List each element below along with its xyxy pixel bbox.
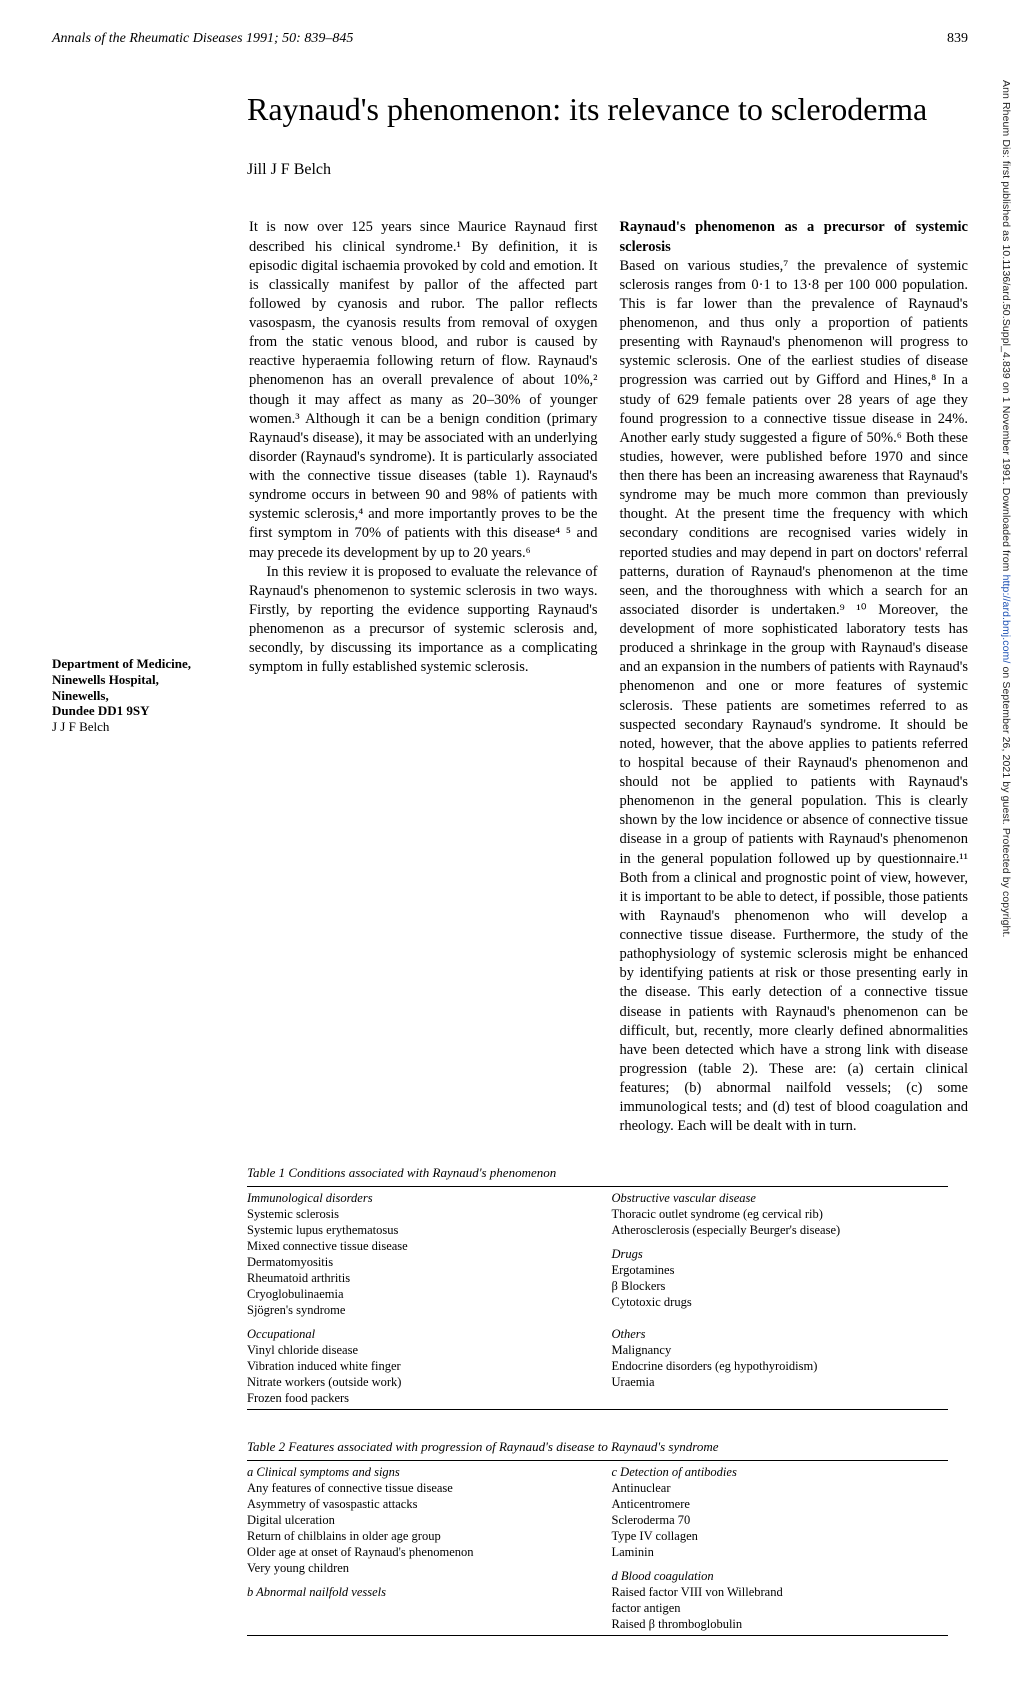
affil-line: Ninewells, [52,688,227,704]
table-2: Table 2 Features associated with progres… [247,1438,948,1636]
table-cell: Frozen food packers [247,1390,584,1406]
side-watermark: Ann Rheum Dis: first published as 10.113… [998,80,1012,938]
table-cell: Type IV collagen [612,1528,949,1544]
table-cell: Cryoglobulinaemia [247,1286,584,1302]
table-2-body: a Clinical symptoms and signs Any featur… [247,1461,948,1635]
table-2-col-1: a Clinical symptoms and signs Any featur… [247,1464,584,1632]
table-heading: Occupational [247,1326,584,1342]
affil-line: Department of Medicine, [52,656,227,672]
table-heading: Drugs [612,1246,949,1262]
table-cell: Mixed connective tissue disease [247,1238,584,1254]
table-cell: Laminin [612,1544,949,1560]
left-column: It is now over 125 years since Maurice R… [249,218,598,677]
table-cell: Vinyl chloride disease [247,1342,584,1358]
affil-line: Dundee DD1 9SY [52,703,227,719]
table-2-caption: Table 2 Features associated with progres… [247,1438,948,1456]
table-cell: Rheumatoid arthritis [247,1270,584,1286]
table-heading: c Detection of antibodies [612,1464,949,1480]
body-paragraph: Based on various studies,⁷ the prevalenc… [620,257,969,1137]
table-heading: d Blood coagulation [612,1568,949,1584]
table-cell: β Blockers [612,1278,949,1294]
table-cell: Asymmetry of vasospastic attacks [247,1496,584,1512]
page-number: 839 [947,30,968,49]
table-cell: Vibration induced white finger [247,1358,584,1374]
table-heading: Others [612,1326,949,1342]
table-2-col-2: c Detection of antibodies Antinuclear An… [612,1464,949,1632]
affil-author: J J F Belch [52,719,227,735]
journal-citation: Annals of the Rheumatic Diseases 1991; 5… [52,30,353,49]
author-name: Jill J F Belch [247,159,968,181]
table-1: Table 1 Conditions associated with Rayna… [247,1164,948,1410]
table-cell: factor antigen [612,1600,949,1616]
intro-paragraph-2: In this review it is proposed to evaluat… [249,563,598,678]
table-cell: Ergotamines [612,1262,949,1278]
right-column: Raynaud's phenomenon as a precursor of s… [620,218,969,1136]
table-heading: a Clinical symptoms and signs [247,1464,584,1480]
table-cell: Return of chilblains in older age group [247,1528,584,1544]
table-cell: Uraemia [612,1374,949,1390]
table-1-body: Immunological disorders Systemic scleros… [247,1187,948,1409]
table-cell: Older age at onset of Raynaud's phenomen… [247,1544,584,1560]
table-cell: Systemic sclerosis [247,1206,584,1222]
section-heading: Raynaud's phenomenon as a precursor of s… [620,218,969,256]
running-header: Annals of the Rheumatic Diseases 1991; 5… [52,30,968,49]
table-cell: Raised β thromboglobulin [612,1616,949,1632]
table-cell: Scleroderma 70 [612,1512,949,1528]
table-cell: Nitrate workers (outside work) [247,1374,584,1390]
watermark-text-pre: Ann Rheum Dis: first published as 10.113… [1000,80,1012,575]
table-cell: Dermatomyositis [247,1254,584,1270]
table-heading: Immunological disorders [247,1190,584,1206]
table-cell: Thoracic outlet syndrome (eg cervical ri… [612,1206,949,1222]
table-heading: b Abnormal nailfold vessels [247,1584,584,1600]
table-cell: Endocrine disorders (eg hypothyroidism) [612,1358,949,1374]
intro-paragraph: It is now over 125 years since Maurice R… [249,218,598,562]
table-1-caption: Table 1 Conditions associated with Rayna… [247,1164,948,1182]
table-cell: Anticentromere [612,1496,949,1512]
watermark-link[interactable]: http://ard.bmj.com/ [1000,575,1012,664]
table-cell: Digital ulceration [247,1512,584,1528]
table-heading: Obstructive vascular disease [612,1190,949,1206]
table-cell: Sjögren's syndrome [247,1302,584,1318]
table-cell: Systemic lupus erythematosus [247,1222,584,1238]
affiliation-block: Department of Medicine, Ninewells Hospit… [52,656,227,734]
article-title: Raynaud's phenomenon: its relevance to s… [247,89,968,129]
main-columns: Department of Medicine, Ninewells Hospit… [52,218,968,1136]
table-cell: Atherosclerosis (especially Beurger's di… [612,1222,949,1238]
table-1-col-1: Immunological disorders Systemic scleros… [247,1190,584,1406]
tables-region: Table 1 Conditions associated with Rayna… [247,1164,948,1635]
table-cell: Cytotoxic drugs [612,1294,949,1310]
affiliation-sidebar: Department of Medicine, Ninewells Hospit… [52,218,227,734]
table-cell: Antinuclear [612,1480,949,1496]
affil-line: Ninewells Hospital, [52,672,227,688]
watermark-text-post: on September 26, 2021 by guest. Protecte… [1000,663,1012,937]
table-cell: Any features of connective tissue diseas… [247,1480,584,1496]
table-cell: Raised factor VIII von Willebrand [612,1584,949,1600]
table-1-col-2: Obstructive vascular disease Thoracic ou… [612,1190,949,1406]
table-cell: Very young children [247,1560,584,1576]
table-cell: Malignancy [612,1342,949,1358]
